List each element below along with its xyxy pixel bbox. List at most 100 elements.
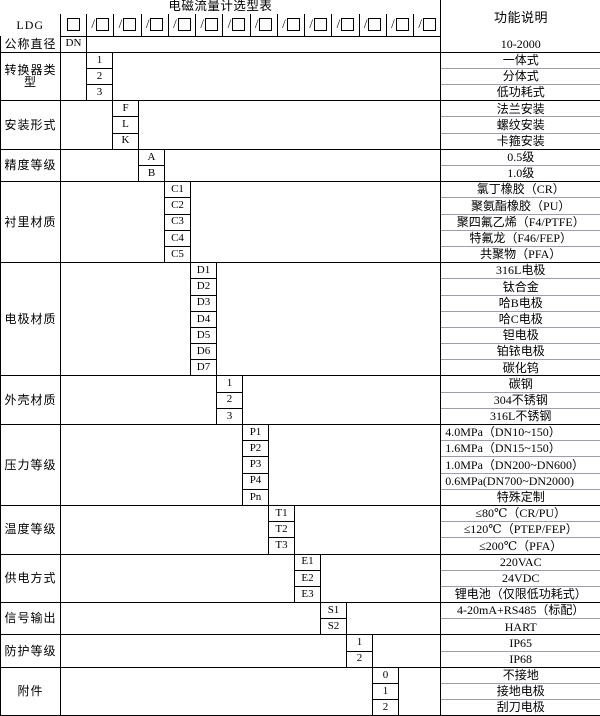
code-cell[interactable]: C1 xyxy=(164,181,191,199)
table-row: C3 聚四氟乙烯（F4/PTFE） xyxy=(1,213,600,231)
blank-right-cells xyxy=(242,392,442,409)
code-cell[interactable]: P3 xyxy=(242,456,269,474)
code-cell[interactable]: 2 xyxy=(216,391,243,409)
code-cell[interactable]: 1 xyxy=(216,375,243,393)
code-cell[interactable]: E3 xyxy=(294,585,321,604)
code-cell[interactable]: D1 xyxy=(190,262,217,280)
code-cell[interactable]: 3 xyxy=(86,84,113,102)
blank-right-cells xyxy=(216,262,442,279)
model-code-box-4[interactable]: / xyxy=(142,14,169,36)
code-cell[interactable]: 3 xyxy=(216,407,243,426)
empty-code-box[interactable] xyxy=(259,18,273,32)
code-cell[interactable]: Pn xyxy=(242,488,269,506)
empty-code-box[interactable] xyxy=(177,18,191,32)
table-row: S2 HART xyxy=(1,618,600,636)
model-code-box-5[interactable]: / xyxy=(169,14,196,36)
code-cell[interactable]: P4 xyxy=(242,472,269,490)
code-cell[interactable]: D4 xyxy=(190,310,217,328)
code-cell[interactable]: 0 xyxy=(372,666,399,685)
model-code-box-14[interactable]: / xyxy=(414,14,440,36)
model-code-box-8[interactable]: / xyxy=(251,14,278,36)
code-cell[interactable]: 2 xyxy=(372,699,399,716)
empty-code-box[interactable] xyxy=(313,18,327,32)
model-prefix: LDG xyxy=(0,14,61,36)
code-cell[interactable]: D2 xyxy=(190,278,217,296)
empty-code-box[interactable] xyxy=(150,18,164,32)
empty-code-box[interactable] xyxy=(286,18,300,32)
model-code-box-3[interactable]: / xyxy=(114,14,142,36)
model-code-box-7[interactable]: / xyxy=(223,14,251,36)
model-code-box-10[interactable]: / xyxy=(305,14,333,36)
empty-code-box[interactable] xyxy=(204,18,218,32)
code-cell[interactable]: D6 xyxy=(190,343,217,361)
code-cell[interactable]: D3 xyxy=(190,294,217,312)
code-cell[interactable]: 2 xyxy=(86,67,113,86)
blank-left-cells xyxy=(60,423,243,441)
code-cell[interactable]: 1 xyxy=(86,51,113,69)
code-cell[interactable]: C5 xyxy=(164,245,191,264)
blank-left-cells xyxy=(60,311,191,328)
code-cell[interactable]: P2 xyxy=(242,440,269,458)
code-cell[interactable]: S2 xyxy=(320,618,347,636)
code-cell[interactable]: S1 xyxy=(320,602,347,620)
code-cell[interactable]: F xyxy=(112,100,139,118)
code-cell[interactable]: 1 xyxy=(346,634,373,652)
section-label-11: 信号输出 xyxy=(0,602,61,636)
code-cell[interactable]: A xyxy=(138,148,165,167)
empty-code-box[interactable] xyxy=(67,18,80,32)
function-description: 氯丁橡胶（CR） xyxy=(440,181,600,199)
code-cell[interactable]: 1 xyxy=(372,682,399,701)
blank-right-cells xyxy=(346,602,442,619)
code-cell[interactable]: T2 xyxy=(268,521,295,539)
table-row: P2 1.6MPa（DN15~150） xyxy=(1,440,600,458)
model-code-box-6[interactable]: / xyxy=(196,14,224,36)
code-cell[interactable]: C2 xyxy=(164,197,191,215)
blank-right-cells xyxy=(294,537,442,555)
model-code-box-12[interactable]: / xyxy=(360,14,387,36)
empty-code-box[interactable] xyxy=(341,18,355,32)
model-code-box-13[interactable]: / xyxy=(387,14,414,36)
empty-code-box[interactable] xyxy=(123,18,137,32)
table-row: D7 碳化钨 xyxy=(1,359,600,377)
code-cell[interactable]: K xyxy=(112,132,139,150)
function-description: 刮刀电极 xyxy=(440,699,600,716)
function-description: 法兰安装 xyxy=(440,100,600,118)
function-description: HART xyxy=(440,618,600,636)
code-cell[interactable]: B xyxy=(138,164,165,183)
model-code-box-2[interactable]: / xyxy=(87,14,115,36)
code-cell[interactable]: P1 xyxy=(242,423,269,442)
blank-right-cells xyxy=(216,327,442,344)
code-cell[interactable]: T3 xyxy=(268,537,295,555)
empty-code-box[interactable] xyxy=(368,18,382,32)
code-cell[interactable]: E2 xyxy=(294,569,321,587)
model-code-row: LDG / / / / / / / / / / / / / xyxy=(0,14,600,36)
empty-code-box[interactable] xyxy=(232,18,246,32)
code-cell[interactable]: D5 xyxy=(190,326,217,345)
blank-right-cells xyxy=(138,116,442,134)
section-label-1: 公称直径 xyxy=(0,36,61,53)
code-cell[interactable]: D7 xyxy=(190,359,217,377)
empty-code-box[interactable] xyxy=(422,18,436,32)
code-cell[interactable]: E1 xyxy=(294,553,321,571)
model-code-box-1[interactable] xyxy=(61,14,87,36)
model-code-box-9[interactable]: / xyxy=(278,14,305,36)
blank-left-cells xyxy=(60,651,347,668)
table-row: 1 接地电极 xyxy=(1,682,600,701)
function-description: 220VAC xyxy=(440,554,600,571)
empty-code-box[interactable] xyxy=(95,18,109,32)
section-label-10: 供电方式 xyxy=(0,554,61,604)
blank-right-cells xyxy=(372,634,442,652)
empty-code-box[interactable] xyxy=(395,18,409,32)
code-cell[interactable]: C4 xyxy=(164,229,191,247)
slash-separator: / xyxy=(363,15,368,31)
code-cell[interactable]: DN xyxy=(60,35,87,53)
code-cell[interactable]: C3 xyxy=(164,213,191,231)
code-cell[interactable]: T1 xyxy=(268,504,295,523)
table-row: 2 304不锈钢 xyxy=(1,391,600,409)
model-code-box-11[interactable]: / xyxy=(332,14,360,36)
code-cell[interactable]: L xyxy=(112,116,139,134)
table-row: L 螺纹安装 xyxy=(1,116,600,134)
function-description: 特殊定制 xyxy=(440,489,600,506)
code-cell[interactable]: 2 xyxy=(346,650,373,668)
